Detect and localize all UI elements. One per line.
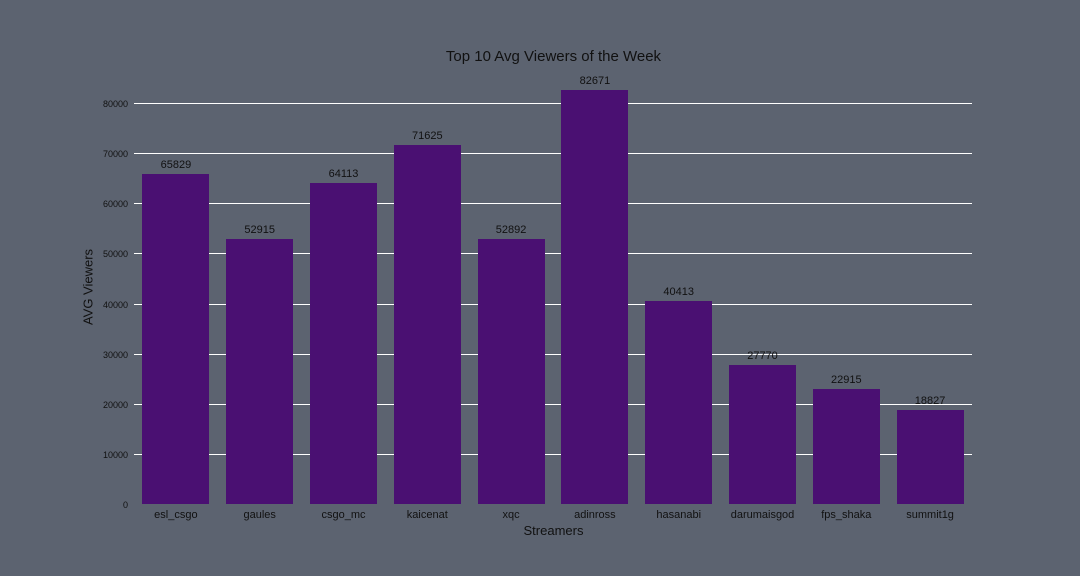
y-tick-label: 80000 — [102, 99, 128, 109]
y-tick-label: 30000 — [102, 349, 128, 360]
x-tick-label: hasanabi — [656, 509, 702, 521]
bar — [393, 144, 461, 504]
bar-value-label: 52915 — [244, 223, 275, 236]
gridline — [134, 203, 972, 205]
gridline — [134, 353, 972, 355]
y-tick-label: 50000 — [102, 249, 128, 260]
x-tick-label: kaicenat — [406, 509, 448, 521]
gridline — [134, 453, 972, 455]
y-tick-label: 40000 — [102, 299, 128, 310]
bar-value-label: 64113 — [328, 167, 359, 180]
y-tick-label: 70000 — [102, 149, 128, 160]
bar-value-label: 82671 — [579, 74, 611, 87]
x-tick-label: csgo_mc — [321, 509, 366, 521]
bar — [310, 182, 377, 504]
gridline — [134, 403, 972, 405]
bar — [477, 238, 545, 504]
bar-value-label: 52892 — [495, 223, 527, 236]
y-tick-label: 10000 — [102, 449, 128, 460]
bar-value-label: 18827 — [914, 394, 946, 407]
y-axis-label: AVG Viewers — [80, 248, 96, 326]
gridline — [134, 253, 972, 255]
bar-value-label: 65829 — [160, 159, 192, 172]
x-axis-label: Streamers — [523, 523, 584, 538]
gridline — [134, 303, 972, 305]
y-tick-label: 20000 — [102, 399, 128, 410]
bar-value-label: 40413 — [663, 286, 694, 299]
x-tick-label: adinross — [574, 509, 616, 521]
bar — [226, 238, 294, 504]
plot-area: 65829 52915 64113 71625 52892 82671 40413 27770… — [134, 75, 972, 504]
bar — [896, 409, 964, 504]
bar — [561, 89, 629, 504]
bar-value-label: 22915 — [831, 374, 862, 387]
x-tick-label: darumaisgod — [730, 509, 795, 521]
bar — [729, 364, 796, 504]
x-tick-label: summit1g — [906, 509, 954, 521]
y-tick-label: 60000 — [102, 199, 128, 210]
x-tick-label: xqc — [502, 509, 520, 521]
x-tick-label: gaules — [243, 509, 276, 521]
bar — [645, 301, 713, 504]
bar — [142, 174, 210, 504]
bar-value-label: 71625 — [412, 129, 443, 142]
x-tick-label: esl_csgo — [154, 509, 198, 521]
x-tick-label: fps_shaka — [821, 509, 872, 521]
y-tick-label: 0 — [122, 500, 128, 510]
chart-title: Top 10 Avg Viewers of the Week — [445, 48, 662, 65]
bar-value-label: 27770 — [747, 349, 778, 362]
gridline — [134, 103, 972, 104]
bar — [812, 389, 880, 504]
gridline — [134, 153, 972, 155]
